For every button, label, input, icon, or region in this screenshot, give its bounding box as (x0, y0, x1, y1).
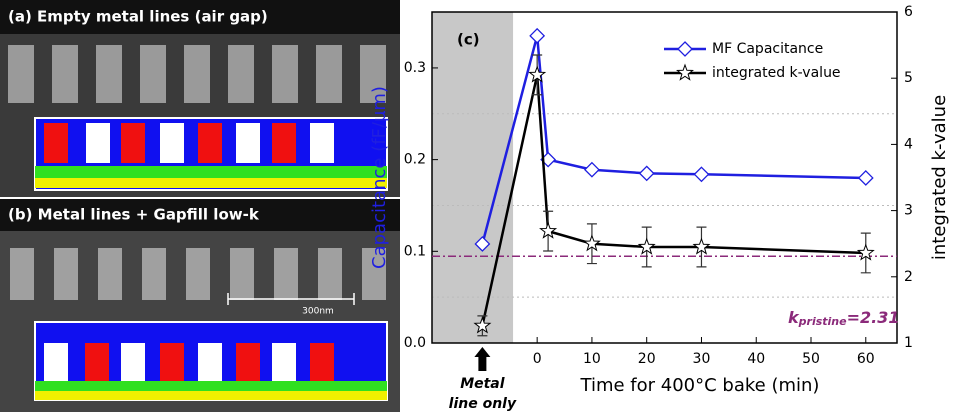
marker (676, 63, 694, 81)
marker (473, 316, 492, 334)
y-tick-label: 0.3 (404, 60, 426, 76)
legend-label: integrated k-value (712, 65, 841, 81)
x-tick-label: 30 (693, 351, 711, 367)
reference-label-part: k (788, 308, 800, 327)
scale-bar-label: 300nm (302, 307, 334, 317)
annotation-text: line only (449, 396, 517, 412)
marker (474, 236, 491, 252)
x-tick-label: 40 (747, 351, 765, 367)
y2-tick-label: 1 (904, 335, 913, 351)
marker (856, 243, 875, 261)
y-tick-label: 0.2 (404, 152, 426, 168)
y-axis-label: Capacitance (fF/µm) (369, 86, 390, 269)
legend-label: MF Capacitance (712, 41, 823, 57)
marker (582, 234, 601, 252)
marker (638, 165, 655, 182)
sem-panel-b: 300nm (b) Metal lines + Gapfill low-k (0, 199, 400, 412)
annotation-arrow (474, 347, 491, 371)
marker (539, 221, 558, 239)
x-tick-label: 10 (583, 351, 601, 367)
series-line (481, 74, 866, 327)
marker (529, 27, 546, 44)
annotation-text: Metal (460, 376, 505, 392)
sem-panel-a: (a) Empty metal lines (air gap) (0, 0, 400, 197)
marker (677, 41, 693, 57)
marker (857, 170, 874, 186)
y-tick-label: 0.1 (404, 243, 426, 259)
y2-tick-label: 2 (904, 269, 913, 285)
marker (693, 166, 710, 183)
panel-label: (c) (457, 31, 480, 49)
y2-tick-label: 5 (904, 70, 913, 86)
marker (528, 65, 547, 83)
x-tick-label: 20 (638, 351, 656, 367)
x-tick-label: 60 (857, 351, 875, 367)
reference-label-part: pristine (798, 315, 847, 328)
x-axis-label: Time for 400°C bake (min) (580, 375, 820, 396)
plot-frame (431, 11, 898, 344)
y-tick-label: 0.0 (404, 335, 426, 351)
reference-label: kpristine=2.31 (788, 308, 899, 329)
reference-label-part: =2.31 (847, 308, 900, 327)
panel-title: (b) Metal lines + Gapfill low-k (8, 206, 260, 224)
y2-tick-label: 6 (904, 4, 913, 20)
y2-tick-label: 4 (904, 136, 913, 152)
marker (692, 237, 711, 255)
y2-axis-label: integrated k-value (929, 95, 950, 260)
y2-tick-label: 3 (904, 203, 913, 219)
x-tick-label: 0 (533, 351, 542, 367)
marker (584, 161, 600, 178)
panel-title: (a) Empty metal lines (air gap) (8, 8, 268, 26)
x-tick-label: 50 (802, 351, 820, 367)
marker (637, 237, 656, 255)
chart: 0 10 20 30 40 50 60 0.0 0.1 0.2 0.3 1 2 3 4 5 6 kpristine… (369, 4, 950, 412)
